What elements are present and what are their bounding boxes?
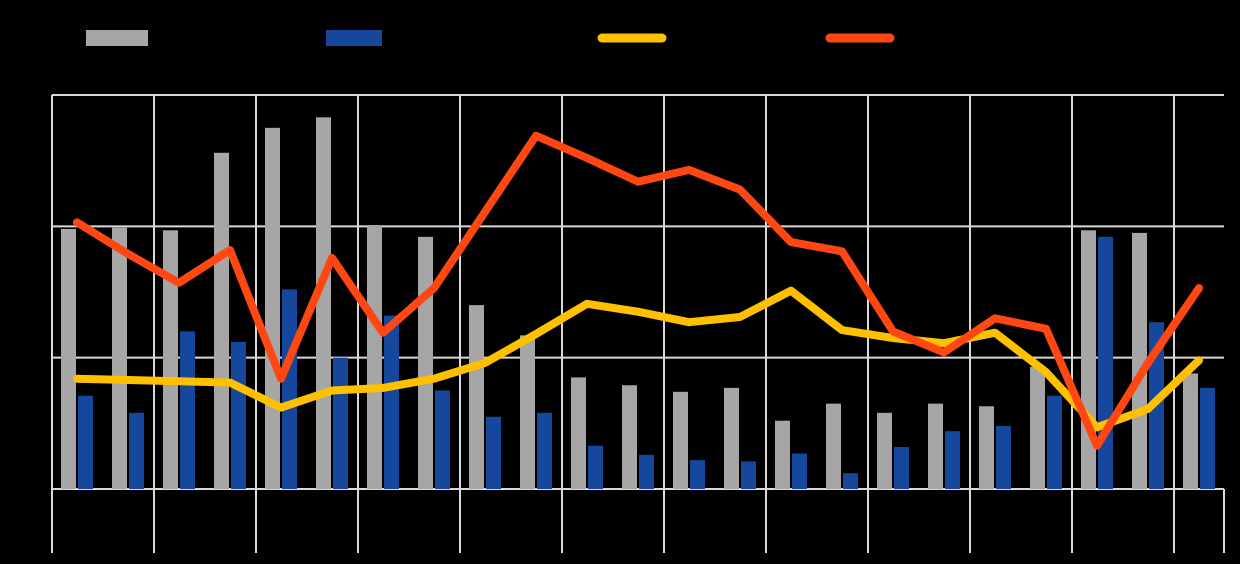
gray-bars-bar: [469, 305, 484, 489]
legend-item-gray-bars: [86, 30, 148, 46]
blue-bars-bar: [741, 461, 756, 489]
gray-bars-bar: [979, 406, 994, 489]
gray-bars-bar: [112, 227, 127, 489]
blue-bars-bar: [945, 431, 960, 489]
blue-bars-bar: [435, 390, 450, 489]
gray-bars-bar: [775, 420, 790, 489]
blue-bars-bar: [1098, 236, 1113, 489]
blue-bars-bar: [333, 357, 348, 489]
blue-bars-legend-swatch: [326, 30, 382, 46]
gray-bars-bar: [877, 412, 892, 489]
gray-bars-bar: [571, 377, 586, 489]
legend-item-blue-bars: [326, 30, 382, 46]
blue-bars-bar: [384, 315, 399, 489]
blue-bars-bar: [1047, 395, 1062, 489]
gray-bars-bar: [1132, 232, 1147, 489]
gray-bars-bar: [520, 335, 535, 489]
gray-bars-bar: [1081, 230, 1096, 490]
gray-bars-bar: [1183, 373, 1198, 489]
blue-bars-bar: [78, 395, 93, 489]
gray-bars-bar: [724, 387, 739, 489]
bar-series-blue-bars: [78, 236, 1215, 489]
blue-bars-bar: [996, 425, 1011, 489]
gray-bars-bar: [316, 117, 331, 490]
gray-bars-bar: [673, 391, 688, 489]
blue-bars-bar: [537, 412, 552, 489]
gray-bars-bar: [928, 403, 943, 489]
blue-bars-bar: [843, 473, 858, 489]
gray-bars-bar: [163, 230, 178, 490]
gray-bars-bar: [214, 152, 229, 489]
gray-bars-legend-swatch: [86, 30, 148, 46]
blue-bars-bar: [180, 331, 195, 489]
blue-bars-bar: [486, 416, 501, 489]
blue-bars-bar: [1200, 387, 1215, 489]
gray-bars-bar: [61, 228, 76, 489]
line-series-orange-line: [73, 131, 1203, 450]
gray-bars-bar: [1030, 366, 1045, 489]
blue-bars-bar: [129, 412, 144, 489]
gray-bars-bar: [418, 236, 433, 489]
gray-bars-bar: [367, 225, 382, 489]
legend: [86, 30, 895, 46]
line-series-yellow-line: [73, 286, 1203, 432]
x-axis-tick-marks: [51, 489, 1225, 553]
gray-bars-bar: [265, 127, 280, 489]
blue-bars-bar: [282, 289, 297, 489]
blue-bars-bar: [792, 453, 807, 489]
blue-bars-bar: [690, 460, 705, 489]
blue-bars-bar: [639, 454, 654, 489]
gray-bars-bar: [826, 403, 841, 489]
gray-bars-bar: [622, 385, 637, 489]
blue-bars-bar: [588, 445, 603, 489]
blue-bars-bar: [894, 446, 909, 489]
blue-bars-bar: [231, 341, 246, 489]
